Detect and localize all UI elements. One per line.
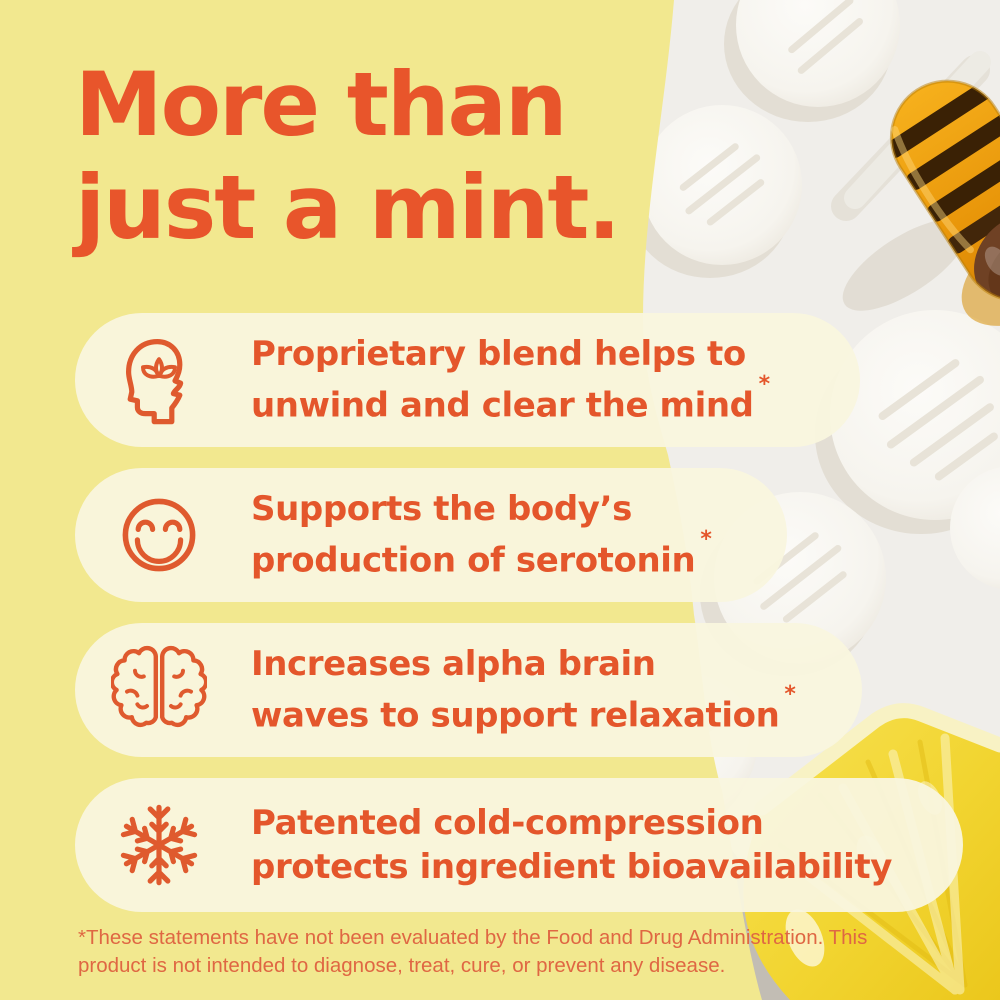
asterisk: *: [758, 372, 771, 398]
feature-pill-serotonin: Supports the body’s production of seroto…: [75, 468, 787, 602]
feature-pill-cold-compression: Patented cold-compression protects ingre…: [75, 778, 963, 912]
asterisk: *: [784, 682, 796, 708]
snowflake-icon: [111, 797, 207, 893]
feature-line: Proprietary blend helps to: [251, 334, 746, 375]
feature-line: Patented cold-compression: [251, 803, 764, 843]
disclaimer-line-1: *These statements have not been evaluate…: [78, 926, 868, 949]
asterisk: *: [700, 527, 712, 553]
feature-pill-alpha-waves: Increases alpha brain waves to support r…: [75, 623, 862, 757]
mint-tablet: [815, 310, 1000, 534]
heading-line-1: More than: [75, 53, 567, 156]
feature-line: Supports the body’s: [251, 489, 632, 530]
disclaimer-line-2: product is not intended to diagnose, tre…: [78, 954, 726, 978]
brain-icon: [111, 642, 207, 738]
feature-line: waves to support relaxation: [251, 695, 780, 736]
feature-line: unwind and clear the mind: [251, 385, 754, 426]
fda-disclaimer: *These statements have not been evaluate…: [78, 924, 867, 981]
feature-line: production of serotonin: [251, 540, 696, 581]
feature-line: Increases alpha brain: [251, 644, 656, 685]
heading-line-2: just a mint.: [75, 155, 621, 259]
feature-text: Proprietary blend helps to unwind and cl…: [251, 332, 770, 427]
feature-text: Increases alpha brain waves to support r…: [251, 642, 796, 737]
mint-tablet: [628, 105, 802, 278]
mint-tablet: [724, 0, 900, 122]
feature-text: Patented cold-compression protects ingre…: [251, 801, 897, 889]
lemon-rind: [754, 703, 1000, 816]
feature-line: protects ingredient bioavailability: [251, 847, 892, 887]
feature-pill-proprietary-blend: Proprietary blend helps to unwind and cl…: [75, 313, 860, 447]
mint-tablet: [950, 467, 1000, 589]
smiley-face-icon: [111, 487, 207, 583]
page-title: More than just a mint.: [75, 53, 621, 260]
feature-text: Supports the body’s production of seroto…: [251, 487, 712, 582]
head-with-leaves-icon: [111, 332, 207, 428]
